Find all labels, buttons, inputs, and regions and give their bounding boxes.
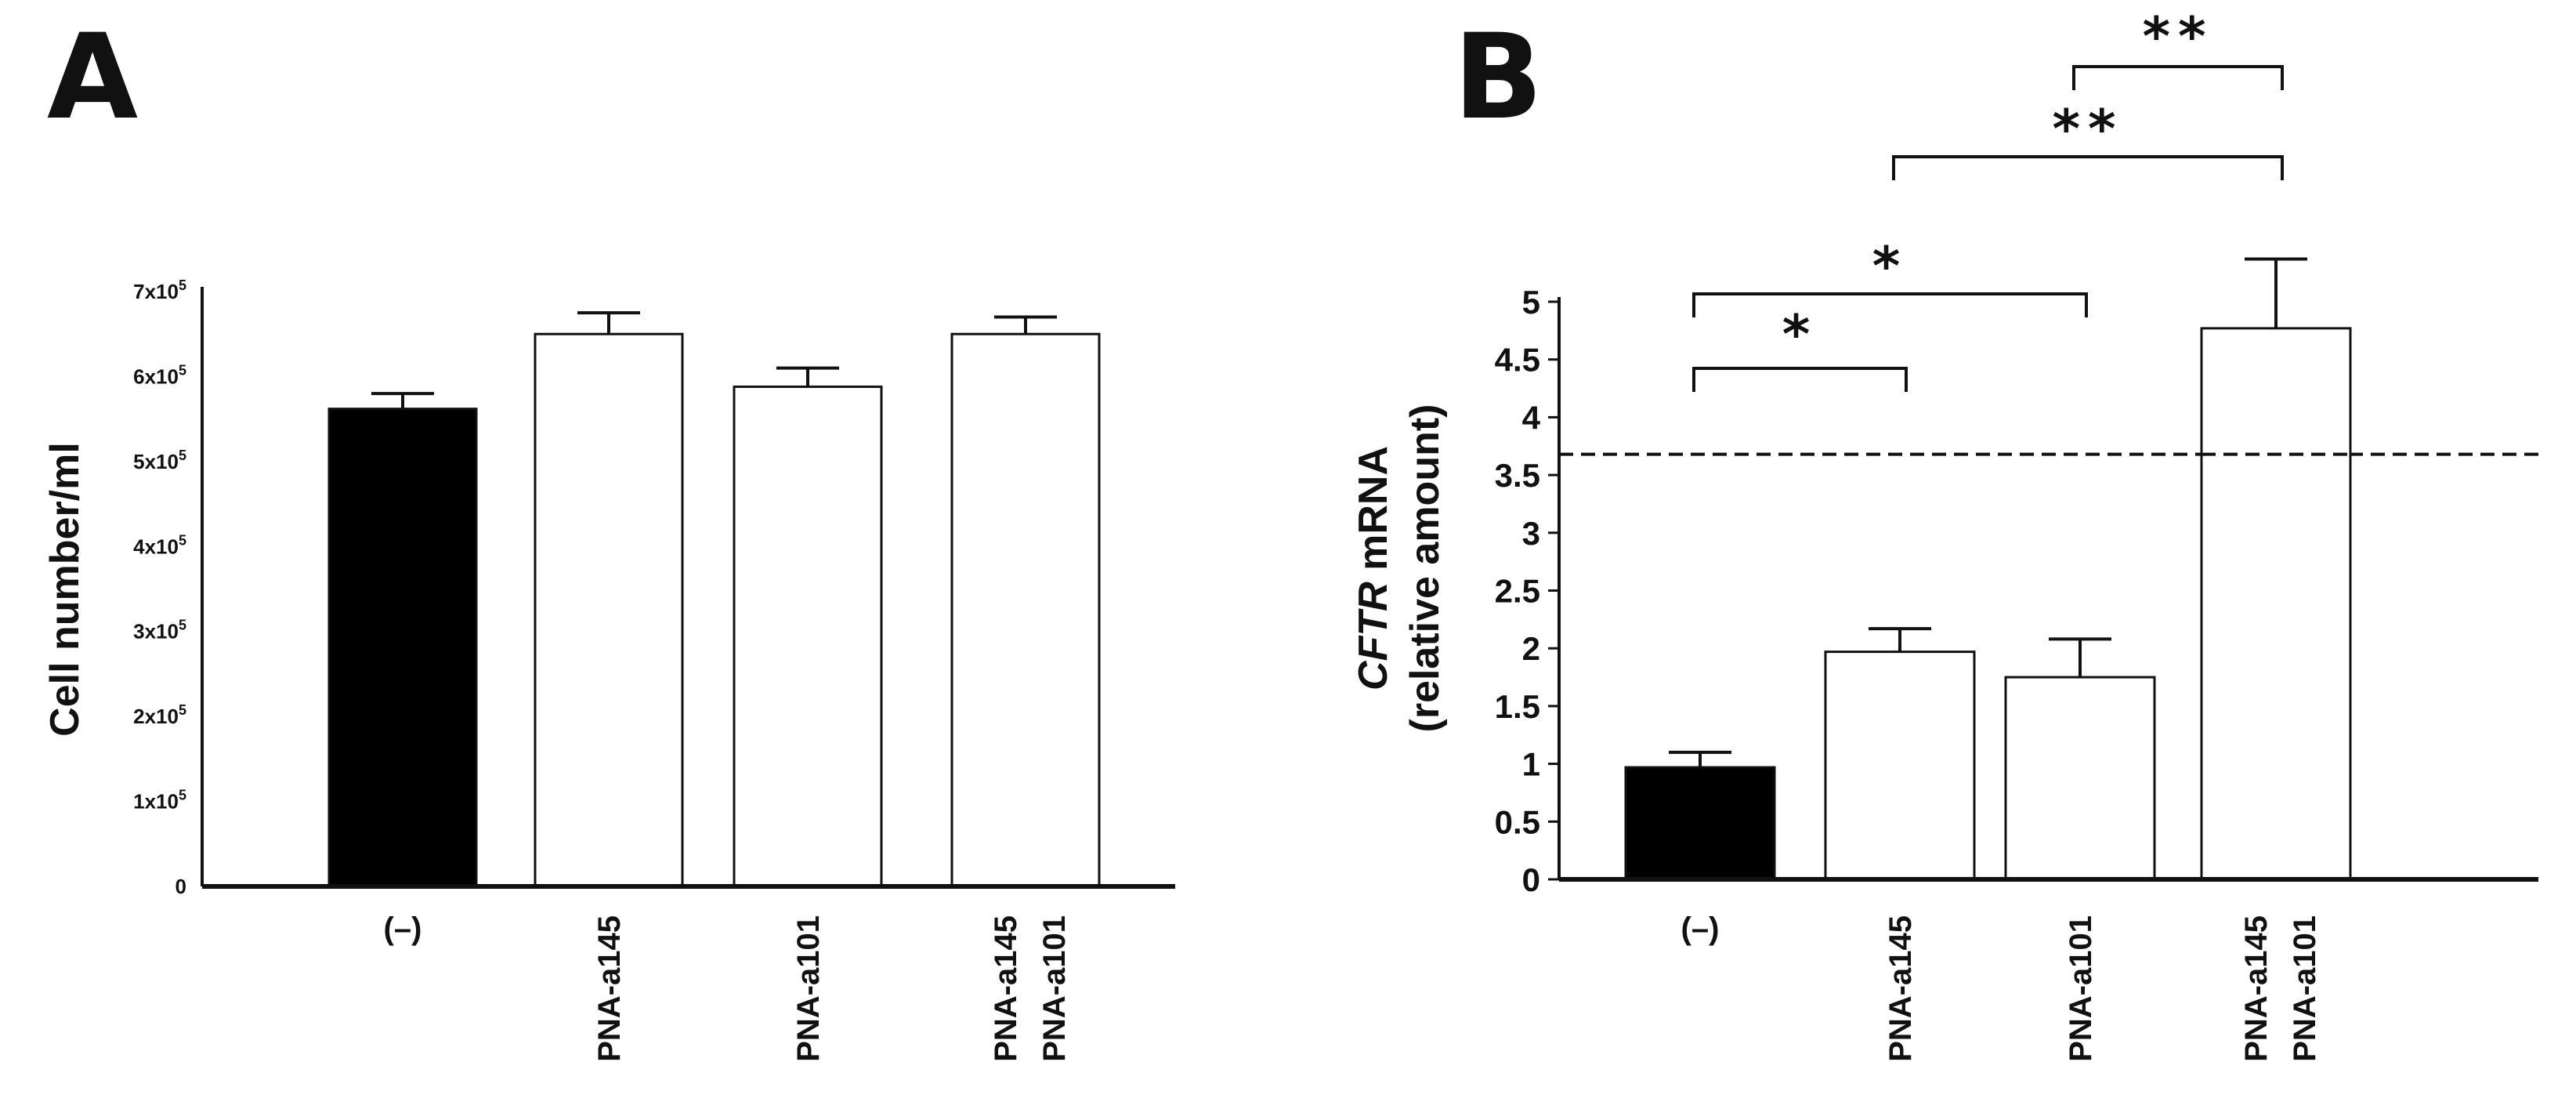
category-label: (–) xyxy=(1681,911,1720,946)
category-label: PNA-a145 xyxy=(1883,915,1918,1062)
bar xyxy=(534,332,684,888)
significance-label: * xyxy=(1782,304,1818,366)
bar xyxy=(327,408,478,888)
y-tick-label: 0.5 xyxy=(1495,803,1540,840)
bar xyxy=(1624,766,1776,881)
category-label: PNA-a101 xyxy=(791,915,826,1062)
y-axis-label-line2: (relative amount) xyxy=(1402,404,1448,733)
bar xyxy=(733,385,883,888)
y-tick-label: 5x105 xyxy=(133,448,186,473)
bar xyxy=(1824,651,1976,881)
category-label: PNA-a101 xyxy=(1037,915,1072,1062)
y-tick-label: 1x105 xyxy=(133,788,186,814)
bar xyxy=(2004,676,2156,881)
category-label: (–) xyxy=(384,911,422,946)
significance-label: * xyxy=(1872,236,1908,298)
significance-bracket xyxy=(1692,292,2088,317)
panel-label-b: B xyxy=(1453,9,1543,146)
y-tick-label: 2.5 xyxy=(1495,573,1540,610)
y-tick-label: 1.5 xyxy=(1495,688,1540,725)
y-tick-label: 3x105 xyxy=(133,618,186,643)
category-label: PNA-a145 xyxy=(989,915,1023,1062)
bar xyxy=(2200,327,2352,881)
category-label: PNA-a145 xyxy=(2239,915,2274,1062)
y-tick-label: 0 xyxy=(175,875,186,898)
bar xyxy=(950,332,1101,888)
significance-bracket xyxy=(2072,65,2284,90)
y-tick-label: 2 xyxy=(1522,630,1540,667)
y-tick-label: 2x105 xyxy=(133,702,186,728)
y-tick-label: 3 xyxy=(1522,515,1540,552)
y-tick-label: 3.5 xyxy=(1495,457,1540,494)
y-axis-label: CFTR mRNA xyxy=(1351,446,1396,690)
significance-bracket xyxy=(1692,367,1908,392)
y-tick-label: 1 xyxy=(1522,746,1540,783)
category-label: PNA-a101 xyxy=(2288,915,2322,1062)
y-tick-label: 5 xyxy=(1522,284,1540,321)
y-tick-label: 6x105 xyxy=(133,362,186,388)
y-tick-label: 4x105 xyxy=(133,532,186,558)
category-label: PNA-a101 xyxy=(2064,915,2098,1062)
panel-label-a: A xyxy=(47,9,138,146)
y-tick-label: 4 xyxy=(1522,399,1541,436)
y-axis-label: Cell number/ml xyxy=(42,442,88,737)
chart-b: 00.511.522.533.544.55******CFTR mRNA (rel… xyxy=(1351,6,2538,1062)
y-tick-label: 7x105 xyxy=(133,277,186,303)
y-tick-label: 0 xyxy=(1522,861,1540,898)
chart-a: 0 1x105 2x105 3x105 4x105 5x105 6x105 7x105 Cell… xyxy=(42,277,1175,1062)
significance-label: ** xyxy=(2052,99,2123,161)
significance-bracket xyxy=(1892,155,2284,180)
significance-label: ** xyxy=(2142,6,2213,68)
category-label: PNA-a145 xyxy=(592,915,627,1062)
y-tick-label: 4.5 xyxy=(1495,342,1540,379)
